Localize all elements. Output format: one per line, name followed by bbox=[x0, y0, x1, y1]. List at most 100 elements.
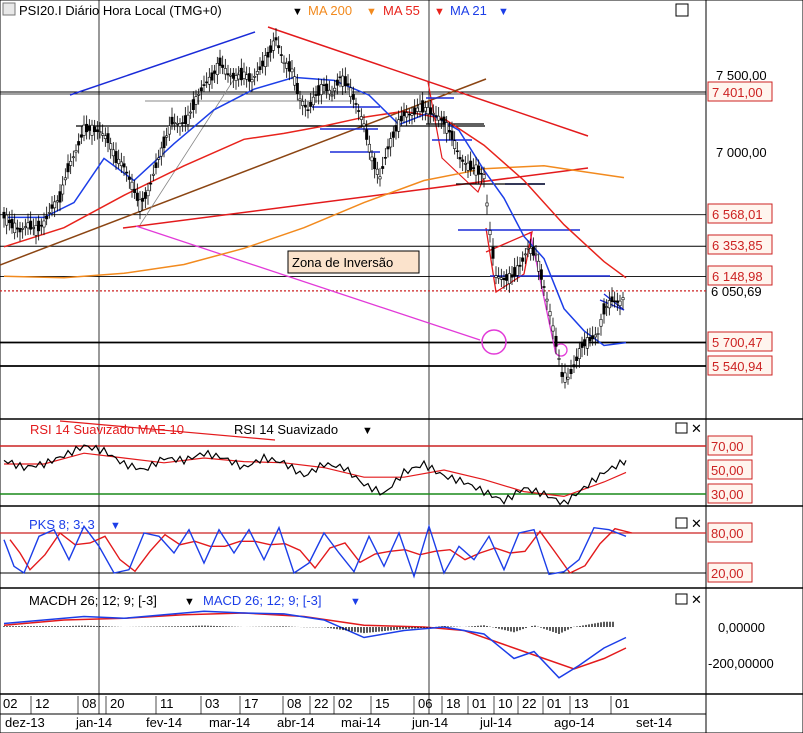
rsi-level-label-box bbox=[707, 459, 753, 480]
candle-body bbox=[474, 164, 478, 176]
candle-body bbox=[338, 76, 342, 79]
candle-body bbox=[577, 348, 581, 359]
candle-body bbox=[596, 333, 600, 335]
marker-circle-large bbox=[481, 329, 507, 355]
candle-body bbox=[90, 124, 94, 136]
candle-body bbox=[250, 79, 254, 83]
triangle-red bbox=[485, 227, 533, 294]
legend-macdh-dropdown-icon[interactable]: ▼ bbox=[184, 596, 195, 608]
trendline-brown bbox=[0, 78, 487, 266]
x-month-label: jan-14 bbox=[75, 715, 112, 730]
maximize-price-button[interactable] bbox=[675, 3, 689, 17]
candle-body bbox=[482, 174, 486, 179]
candle-body bbox=[542, 286, 546, 288]
legend-ma200[interactable]: MA 200 bbox=[308, 3, 352, 18]
trendline-red-top bbox=[267, 26, 589, 137]
candle-body bbox=[279, 54, 283, 56]
candle-body bbox=[271, 40, 275, 51]
candle-body bbox=[442, 116, 446, 125]
candle-body bbox=[133, 188, 137, 193]
candle-body bbox=[607, 300, 611, 309]
price-title-dropdown-icon[interactable]: ▼ bbox=[292, 6, 303, 18]
candle-body bbox=[311, 96, 315, 106]
candle-body bbox=[197, 94, 201, 96]
legend-pks-dropdown-icon[interactable]: ▼ bbox=[110, 520, 121, 532]
legend-ma200-dropdown-icon[interactable]: ▼ bbox=[366, 6, 377, 18]
candle-body bbox=[199, 87, 203, 92]
candle-body bbox=[5, 214, 9, 226]
candle-body bbox=[469, 160, 473, 171]
chart-menu-icon[interactable] bbox=[2, 2, 16, 16]
pks-level-label: 20,00 bbox=[711, 566, 744, 581]
candle-body bbox=[566, 376, 570, 380]
candle-body bbox=[87, 126, 91, 131]
candle-body bbox=[229, 74, 233, 77]
x-day-label: 11 bbox=[160, 696, 174, 711]
candle-body bbox=[111, 149, 115, 157]
rsi-trendline bbox=[59, 420, 276, 441]
legend-ma55[interactable]: MA 55 bbox=[383, 3, 420, 18]
legend-macdh[interactable]: MACDH 26; 12; 9; [-3] bbox=[29, 593, 157, 608]
candle-body bbox=[613, 300, 617, 303]
candle-body bbox=[461, 159, 465, 162]
candle-body bbox=[539, 269, 543, 280]
legend-pks[interactable]: PKS 8; 3; 3 bbox=[29, 517, 95, 532]
last-price-label: 6 050,69 bbox=[711, 284, 762, 299]
level-label: 6 148,98 bbox=[712, 269, 763, 284]
candle-body bbox=[605, 306, 609, 308]
candle-body bbox=[418, 103, 422, 112]
candle-body bbox=[349, 87, 353, 98]
candle-body bbox=[69, 160, 73, 166]
candle-body bbox=[175, 122, 179, 125]
rsi-level-label: 30,00 bbox=[711, 487, 744, 502]
candle-body bbox=[378, 176, 382, 180]
candle-body bbox=[55, 200, 59, 203]
legend-macd-dropdown-icon[interactable]: ▼ bbox=[350, 596, 361, 608]
close-pks-icon[interactable]: ✕ bbox=[691, 516, 702, 531]
candle-body bbox=[157, 157, 161, 160]
candle-body bbox=[405, 112, 409, 118]
legend-rsi-signal[interactable]: RSI 14 Suavizado MAE 10 bbox=[30, 422, 184, 437]
rsi-level-label: 70,00 bbox=[711, 439, 744, 454]
candle-body bbox=[277, 45, 281, 49]
close-macd-icon[interactable]: ✕ bbox=[691, 592, 702, 607]
candle-body bbox=[569, 368, 573, 374]
candle-body bbox=[351, 94, 355, 100]
maximize-rsi-button[interactable] bbox=[675, 422, 688, 434]
x-day-label: 22 bbox=[522, 696, 536, 711]
legend-ma55-dropdown-icon[interactable]: ▼ bbox=[434, 6, 445, 18]
candle-body bbox=[285, 62, 289, 69]
legend-ma21-dropdown-icon[interactable]: ▼ bbox=[498, 6, 509, 18]
maximize-macd-button[interactable] bbox=[675, 593, 688, 605]
maximize-pks-button[interactable] bbox=[675, 517, 688, 529]
candle-body bbox=[34, 225, 38, 236]
level-label-box bbox=[707, 355, 773, 376]
candle-body bbox=[410, 113, 414, 116]
candle-body bbox=[141, 197, 145, 202]
trendline-blue bbox=[69, 31, 256, 96]
candle-body bbox=[39, 224, 43, 227]
candle-body bbox=[18, 228, 22, 233]
candle-body bbox=[479, 172, 483, 175]
candle-body bbox=[610, 296, 614, 302]
candle-body bbox=[317, 85, 321, 96]
legend-ma21[interactable]: MA 21 bbox=[450, 3, 487, 18]
x-day-label: 18 bbox=[446, 696, 460, 711]
rsi-level-label-box bbox=[707, 483, 753, 504]
close-rsi-icon[interactable]: ✕ bbox=[691, 421, 702, 436]
x-day-label: 22 bbox=[314, 696, 328, 711]
candle-body bbox=[389, 138, 393, 148]
legend-macd[interactable]: MACD 26; 12; 9; [-3] bbox=[203, 593, 322, 608]
candle-body bbox=[593, 334, 597, 338]
candle-body bbox=[583, 339, 587, 347]
trendline-magenta bbox=[135, 225, 481, 341]
candle-body bbox=[548, 311, 552, 317]
legend-rsi-dropdown-icon[interactable]: ▼ bbox=[362, 425, 373, 437]
candle-body bbox=[499, 277, 503, 280]
candle-body bbox=[186, 114, 190, 125]
candle-body bbox=[621, 297, 625, 301]
candle-body bbox=[127, 176, 131, 180]
ma21-line bbox=[4, 76, 627, 347]
candle-body bbox=[585, 337, 589, 349]
legend-rsi[interactable]: RSI 14 Suavizado bbox=[234, 422, 338, 437]
